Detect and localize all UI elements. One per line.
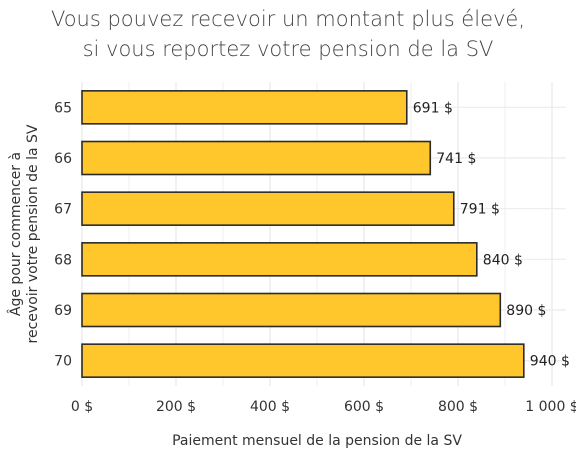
y-tick-label-65: 65 <box>54 100 72 116</box>
chart-title-line-1: Vous pouvez recevoir un montant plus éle… <box>50 7 526 31</box>
bar-66 <box>81 140 432 176</box>
x-tick-label: 0 $ <box>71 399 93 415</box>
bar-69 <box>81 292 502 328</box>
data-label-70: 940 $ <box>530 354 570 370</box>
y-tick-label-69: 69 <box>54 303 72 319</box>
x-tick-label: 200 $ <box>156 399 196 415</box>
y-axis-title-line-2: recevoir votre pension de la SV <box>25 124 41 343</box>
data-label-66: 741 $ <box>436 151 476 167</box>
bar-67 <box>81 191 455 226</box>
y-axis-title-line-1: Âge pour commencer à <box>6 152 24 316</box>
y-axis-title: Âge pour commencer àrecevoir votre pensi… <box>6 124 41 343</box>
x-axis-title: Paiement mensuel de la pension de la SV <box>172 433 462 449</box>
chart-title: Vous pouvez recevoir un montant plus éle… <box>0 4 576 64</box>
y-tick-label-66: 66 <box>54 151 72 167</box>
x-tick-label: 800 $ <box>438 399 478 415</box>
y-tick-label-67: 67 <box>54 202 72 218</box>
data-label-65: 691 $ <box>413 100 453 116</box>
y-tick-label-68: 68 <box>54 252 72 268</box>
x-tick-label: 600 $ <box>344 399 384 415</box>
data-label-68: 840 $ <box>483 252 523 268</box>
y-tick-label-70: 70 <box>54 354 72 370</box>
chart-title-line-2: si vous reportez votre pension de la SV <box>82 37 494 61</box>
x-tick-label: 1 000 $ <box>525 399 576 415</box>
bar-70 <box>81 343 525 378</box>
bar-65 <box>81 90 408 125</box>
data-label-69: 890 $ <box>506 303 546 319</box>
bar-68 <box>81 242 478 277</box>
x-tick-label: 400 $ <box>250 399 290 415</box>
data-label-67: 791 $ <box>460 202 500 218</box>
